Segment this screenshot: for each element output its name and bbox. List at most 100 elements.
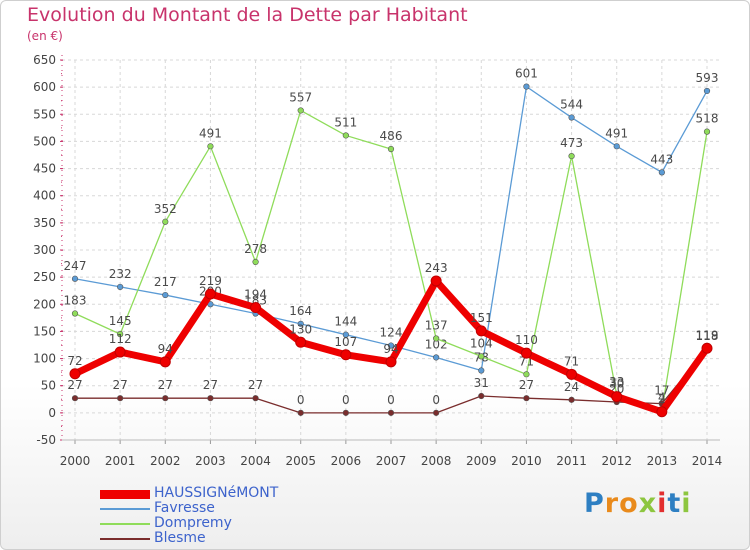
x-tick-label: 2004: [240, 454, 271, 468]
legend-swatch: [100, 508, 150, 510]
logo-letter: P: [584, 488, 605, 519]
x-tick-label: 2011: [556, 454, 587, 468]
data-label: 0: [342, 393, 350, 407]
chart-subtitle: (en €): [27, 29, 63, 43]
series-favresse: 2472322172001831641441241027860154449144…: [64, 67, 718, 374]
data-label: 232: [109, 267, 132, 281]
data-label: 119: [696, 328, 719, 342]
data-point: [701, 342, 713, 354]
data-label: 130: [289, 322, 312, 336]
data-point: [387, 145, 395, 153]
data-label: 183: [64, 294, 87, 308]
data-point: [433, 335, 440, 342]
data-label: 33: [609, 375, 624, 389]
data-point: [523, 395, 530, 402]
data-label: 72: [67, 354, 82, 368]
data-point: [568, 114, 575, 121]
data-point: [342, 409, 349, 416]
data-label: 27: [248, 378, 263, 392]
data-label: 0: [297, 393, 305, 407]
data-label: 219: [199, 274, 222, 288]
data-label: 144: [334, 315, 357, 329]
data-point: [162, 218, 169, 225]
data-label: 2: [658, 392, 666, 406]
data-point: [297, 107, 304, 114]
data-label: 71: [564, 354, 579, 368]
data-label: 352: [154, 202, 177, 216]
y-tick-label: 300: [33, 243, 56, 257]
x-tick-label: 2007: [376, 454, 407, 468]
data-point: [656, 406, 668, 418]
data-point: [568, 396, 575, 403]
data-point: [433, 409, 440, 416]
y-tick-label: 650: [33, 53, 56, 67]
data-label: 30: [609, 377, 624, 391]
y-tick-label: -50: [36, 433, 56, 447]
data-label: 137: [425, 318, 448, 332]
data-label: 491: [199, 126, 222, 140]
data-point: [433, 354, 440, 361]
x-tick-label: 2006: [331, 454, 362, 468]
data-label: 243: [425, 261, 448, 275]
data-label: 145: [109, 314, 132, 328]
data-label: 557: [289, 90, 312, 104]
data-point: [207, 143, 214, 150]
data-label: 4: [658, 391, 666, 405]
data-point: [478, 367, 485, 374]
data-label: 194: [244, 288, 267, 302]
data-label: 0: [387, 393, 395, 407]
y-tick-label: 100: [33, 352, 56, 366]
data-point: [387, 409, 395, 416]
data-label: 31: [474, 376, 489, 390]
y-tick-label: 150: [33, 324, 56, 338]
data-point: [159, 356, 171, 368]
series-haussign-mont: 72 112 94 219 194 130 107 94 243 151 110 71 30 2 119: [67, 261, 719, 418]
data-point: [204, 288, 216, 300]
data-label: 110: [515, 333, 538, 347]
data-label: 94: [158, 342, 173, 356]
data-point: [252, 395, 259, 402]
data-label: 278: [244, 242, 267, 256]
data-point: [69, 368, 81, 380]
data-point: [342, 132, 349, 139]
y-tick-label: 200: [33, 297, 56, 311]
data-label: 27: [158, 378, 173, 392]
x-tick-label: 2003: [195, 454, 226, 468]
logo-letter: t: [667, 488, 682, 519]
data-point: [117, 283, 124, 291]
x-tick-label: 2014: [692, 454, 723, 468]
series-line: [74, 278, 482, 372]
data-point: [71, 275, 79, 282]
y-tick-label: 600: [33, 80, 56, 94]
data-point: [703, 128, 711, 135]
data-label: 118: [696, 329, 719, 343]
data-point: [71, 310, 79, 317]
y-tick-label: 550: [33, 107, 56, 121]
data-label: 24: [564, 380, 579, 394]
series-line: [480, 85, 708, 371]
y-tick-label: 400: [33, 189, 56, 203]
data-point: [342, 331, 349, 338]
data-point: [162, 395, 169, 402]
legend-label: Blesme: [154, 530, 206, 546]
data-point: [430, 275, 442, 287]
logo-letter: o: [619, 488, 639, 519]
data-label: 27: [519, 378, 534, 392]
logo-letter: x: [638, 488, 658, 519]
data-point: [162, 291, 169, 299]
data-point: [385, 356, 397, 368]
data-point: [250, 302, 262, 314]
data-point: [523, 371, 530, 378]
data-label: 17: [654, 384, 669, 398]
x-tick-label: 2008: [421, 454, 452, 468]
data-point: [387, 342, 395, 349]
data-point: [114, 346, 126, 358]
x-tick-label: 2010: [511, 454, 542, 468]
proxiti-logo: Proxiti: [584, 488, 692, 519]
data-label: 486: [380, 129, 403, 143]
data-label: 151: [470, 311, 493, 325]
data-point: [207, 395, 214, 402]
x-tick-label: 2000: [60, 454, 91, 468]
